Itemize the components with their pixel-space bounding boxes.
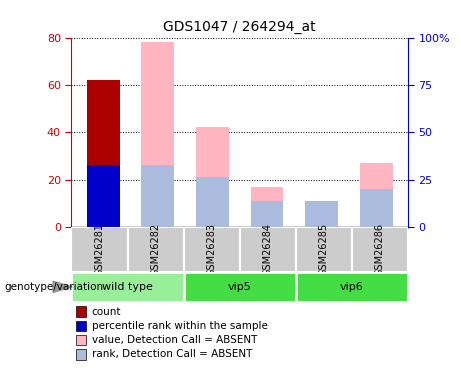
Text: GSM26282: GSM26282 — [151, 223, 160, 276]
Bar — [352, 227, 408, 272]
Bar — [128, 227, 183, 272]
Bar — [87, 80, 119, 227]
Text: rank, Detection Call = ABSENT: rank, Detection Call = ABSENT — [92, 350, 252, 359]
Text: value, Detection Call = ABSENT: value, Detection Call = ABSENT — [92, 335, 257, 345]
Text: vip6: vip6 — [340, 282, 364, 292]
Bar — [251, 187, 284, 227]
Bar — [305, 201, 338, 227]
Bar — [87, 165, 119, 227]
Bar — [71, 227, 128, 272]
Bar — [251, 201, 284, 227]
Bar — [305, 201, 338, 227]
Bar — [296, 227, 352, 272]
Text: vip5: vip5 — [228, 282, 252, 292]
Bar — [196, 177, 229, 227]
Text: GSM26281: GSM26281 — [95, 223, 105, 276]
Bar — [360, 189, 393, 227]
Text: GSM26283: GSM26283 — [207, 223, 217, 276]
Text: GSM26285: GSM26285 — [319, 223, 329, 276]
Text: GSM26284: GSM26284 — [263, 223, 273, 276]
Title: GDS1047 / 264294_at: GDS1047 / 264294_at — [163, 20, 316, 34]
Polygon shape — [53, 281, 72, 292]
Text: wild type: wild type — [102, 282, 153, 292]
Bar — [196, 128, 229, 227]
Text: GSM26286: GSM26286 — [375, 223, 385, 276]
Bar — [142, 42, 174, 227]
Bar — [142, 165, 174, 227]
Bar — [71, 272, 183, 302]
Text: percentile rank within the sample: percentile rank within the sample — [92, 321, 268, 331]
Bar — [360, 163, 393, 227]
Bar — [296, 272, 408, 302]
Bar — [183, 272, 296, 302]
Bar — [183, 227, 240, 272]
Bar — [240, 227, 296, 272]
Text: count: count — [92, 307, 121, 316]
Text: genotype/variation: genotype/variation — [5, 282, 104, 292]
